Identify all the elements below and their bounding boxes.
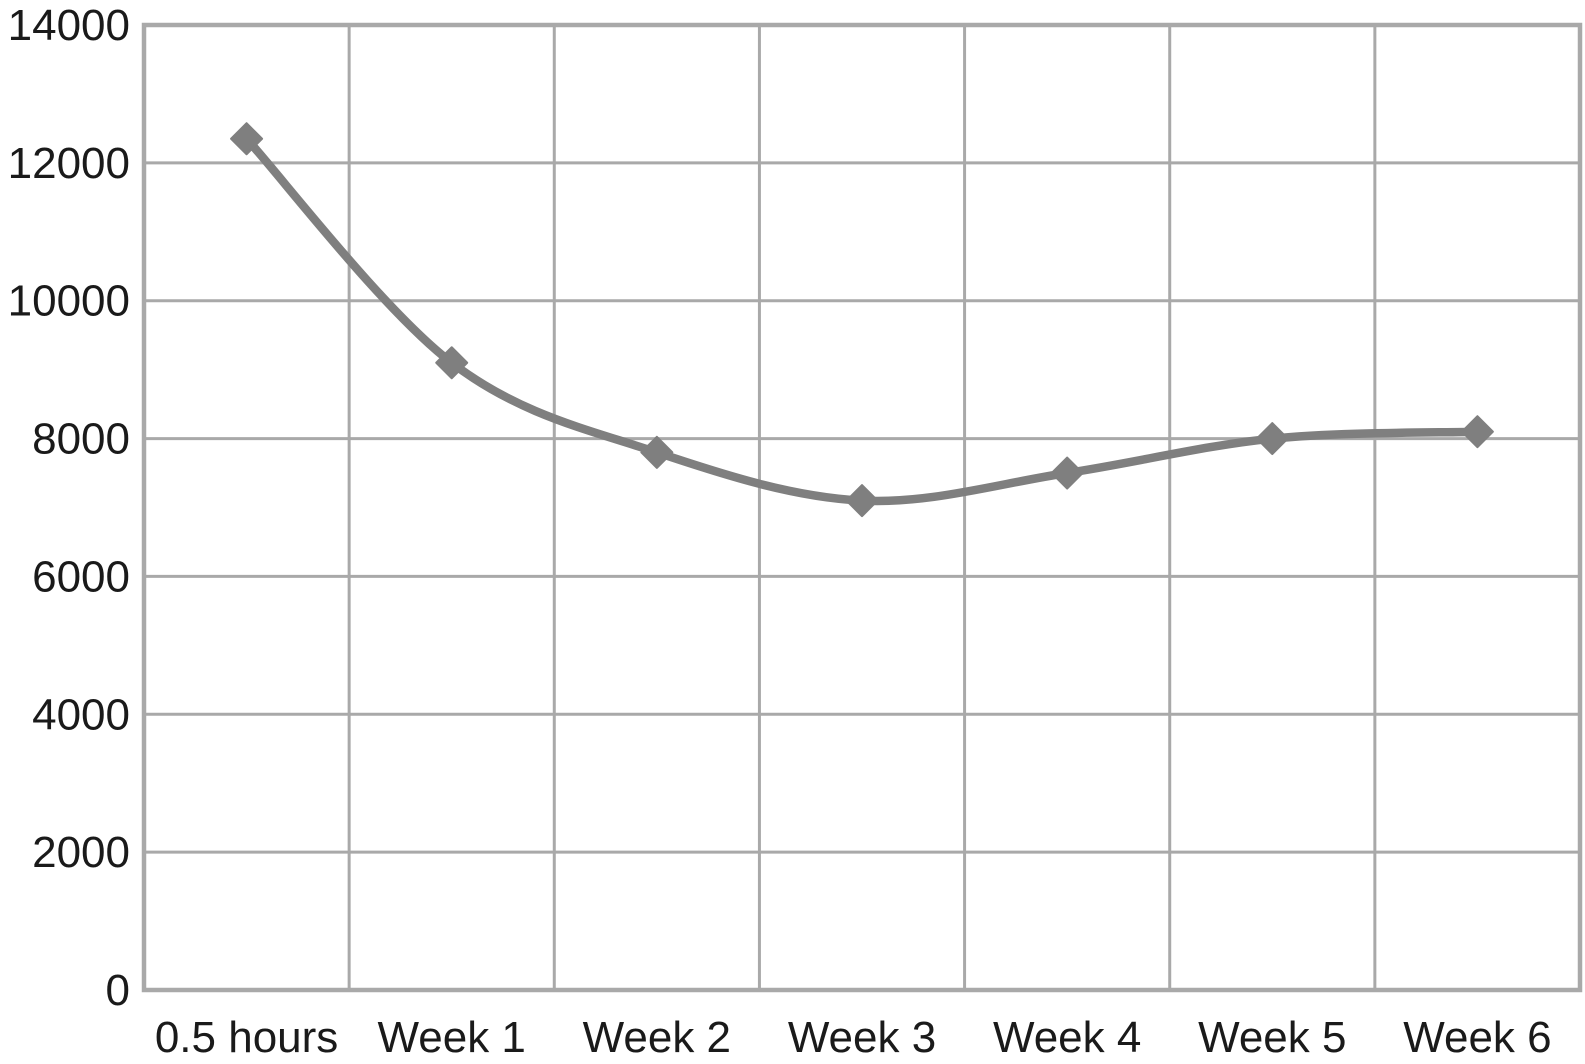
x-axis-category-label: 0.5 hours: [155, 1013, 338, 1062]
y-axis-tick-label: 0: [106, 966, 130, 1015]
x-axis-category-label: Week 2: [583, 1013, 731, 1062]
x-axis-category-label: Week 5: [1198, 1013, 1346, 1062]
y-axis-tick-label: 8000: [32, 415, 130, 464]
y-axis-tick-label: 14000: [8, 1, 130, 50]
data-point-marker: [640, 435, 674, 469]
y-axis-tick-label: 10000: [8, 277, 130, 326]
data-point-marker: [435, 346, 469, 380]
data-point-marker: [230, 122, 264, 156]
data-point-marker: [1050, 456, 1084, 490]
y-axis-tick-label: 2000: [32, 828, 130, 877]
y-axis-tick-label: 12000: [8, 139, 130, 188]
data-point-marker: [1255, 422, 1289, 456]
data-point-marker: [845, 484, 879, 518]
plot-border: [141, 22, 1583, 993]
x-axis-category-label: Week 4: [993, 1013, 1141, 1062]
x-axis-category-label: Week 3: [788, 1013, 936, 1062]
y-axis-tick-label: 6000: [32, 552, 130, 601]
x-axis-category-label: Week 1: [378, 1013, 526, 1062]
x-axis-category-label: Week 6: [1403, 1013, 1551, 1062]
data-point-marker: [1460, 415, 1494, 449]
y-axis-tick-label: 4000: [32, 690, 130, 739]
